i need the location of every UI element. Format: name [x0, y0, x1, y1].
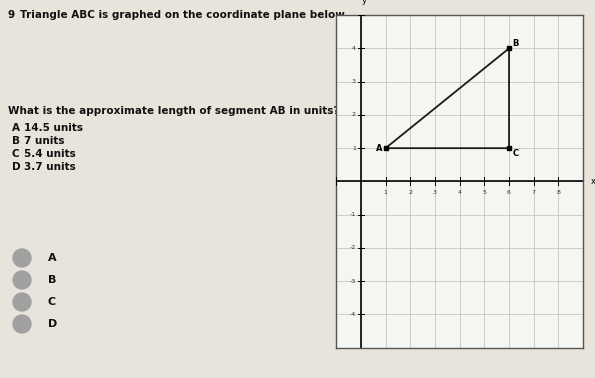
Text: 4: 4 — [458, 190, 462, 195]
Text: x: x — [590, 177, 595, 186]
Text: 5: 5 — [483, 190, 486, 195]
Text: A: A — [12, 123, 20, 133]
Text: A: A — [376, 144, 383, 153]
Text: y: y — [362, 0, 367, 5]
Text: What is the approximate length of segment AB in units?: What is the approximate length of segmen… — [8, 106, 339, 116]
Text: C: C — [12, 149, 20, 159]
Text: 8: 8 — [556, 190, 560, 195]
Text: -4: -4 — [350, 312, 356, 317]
Circle shape — [13, 293, 31, 311]
Text: 14.5 units: 14.5 units — [24, 123, 83, 133]
Text: A: A — [48, 253, 57, 263]
Circle shape — [13, 315, 31, 333]
Circle shape — [13, 249, 31, 267]
Text: Triangle ABC is graphed on the coordinate plane below.: Triangle ABC is graphed on the coordinat… — [20, 10, 348, 20]
Text: -3: -3 — [350, 279, 356, 284]
Text: C: C — [512, 149, 518, 158]
Text: d: d — [19, 319, 25, 328]
Text: C: C — [48, 297, 56, 307]
Text: 1: 1 — [352, 146, 356, 151]
Text: 2: 2 — [352, 112, 356, 118]
Text: B: B — [512, 39, 518, 48]
Text: 3.7 units: 3.7 units — [24, 162, 76, 172]
Text: 3: 3 — [433, 190, 437, 195]
Text: -1: -1 — [350, 212, 356, 217]
Text: B: B — [12, 136, 20, 146]
Text: 7 units: 7 units — [24, 136, 64, 146]
Circle shape — [13, 271, 31, 289]
Text: 4: 4 — [352, 46, 356, 51]
Text: b: b — [19, 276, 25, 285]
Text: B: B — [48, 275, 57, 285]
Text: c: c — [20, 297, 24, 307]
Text: 2: 2 — [408, 190, 412, 195]
Text: D: D — [48, 319, 57, 329]
Text: D: D — [12, 162, 21, 172]
Text: 9: 9 — [8, 10, 15, 20]
Text: 6: 6 — [507, 190, 511, 195]
Text: 5.4 units: 5.4 units — [24, 149, 76, 159]
Text: 1: 1 — [384, 190, 387, 195]
Text: 7: 7 — [532, 190, 536, 195]
Text: a: a — [20, 254, 24, 262]
Text: -2: -2 — [350, 245, 356, 251]
Text: 3: 3 — [352, 79, 356, 84]
